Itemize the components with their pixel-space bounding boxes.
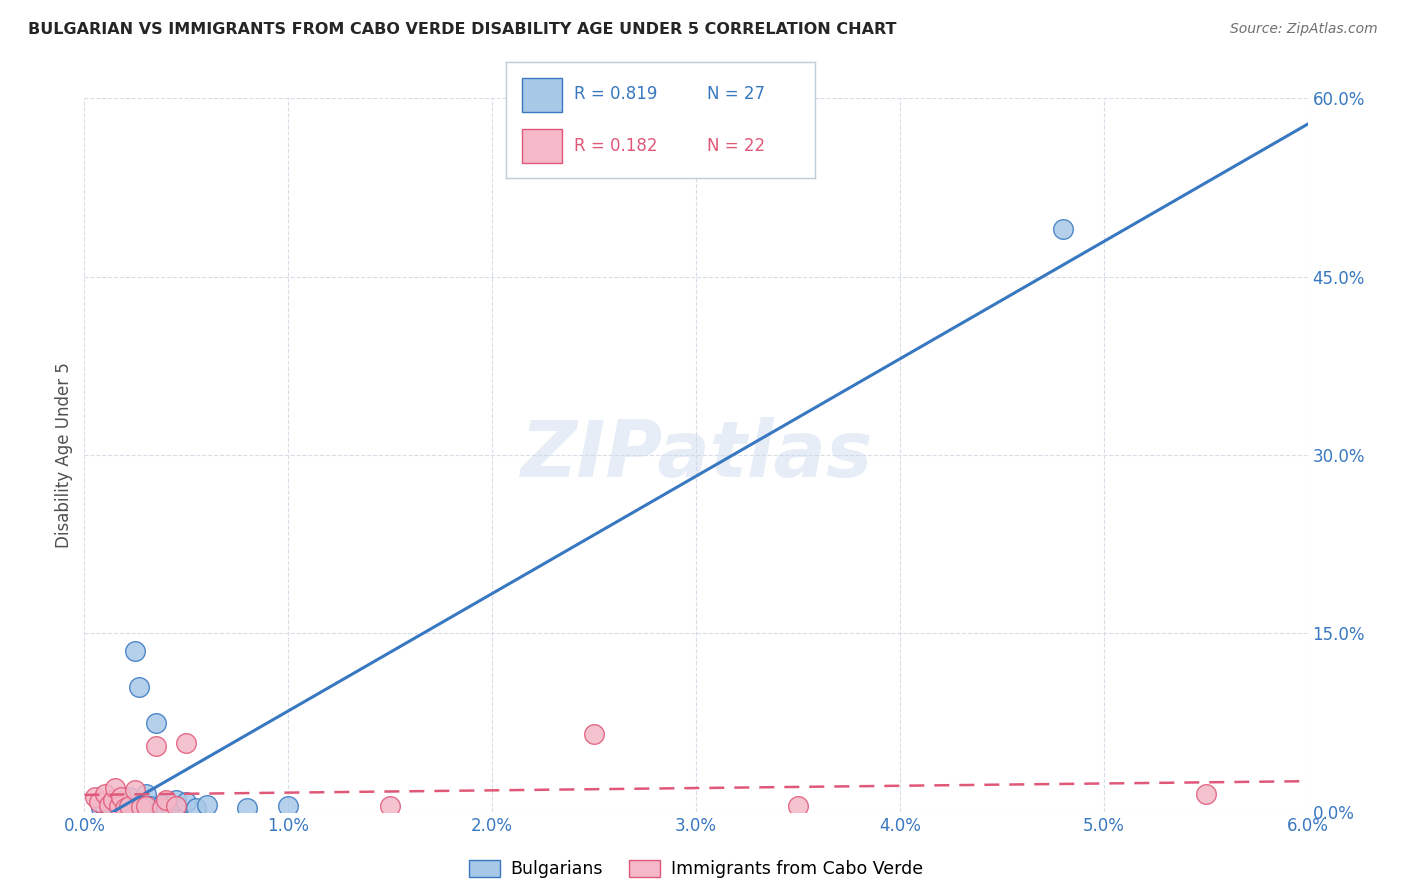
Point [114, 801, 136, 815]
Point [128, 680, 150, 694]
Point [97, 797, 120, 812]
Point [787, 798, 810, 813]
Text: N = 27: N = 27 [707, 85, 765, 103]
Point [195, 797, 218, 812]
Point [145, 715, 167, 730]
Point [118, 790, 141, 805]
Point [101, 793, 124, 807]
Point [124, 644, 146, 658]
Text: N = 22: N = 22 [707, 137, 765, 155]
Point [110, 790, 132, 805]
Point [1052, 222, 1074, 236]
Point [104, 780, 127, 795]
Point [114, 797, 136, 812]
Point [155, 801, 177, 815]
Point [83, 790, 105, 805]
Point [165, 798, 187, 813]
Point [155, 793, 177, 807]
Y-axis label: Disability Age Under 5: Disability Age Under 5 [55, 362, 73, 548]
Point [277, 798, 299, 813]
Point [582, 727, 605, 741]
Point [174, 736, 197, 750]
Text: R = 0.182: R = 0.182 [574, 137, 658, 155]
Point [135, 787, 157, 801]
Point [124, 783, 146, 797]
Point [112, 793, 135, 807]
Point [101, 801, 124, 815]
Point [150, 801, 173, 815]
Point [87, 795, 110, 809]
Point [186, 801, 208, 815]
Text: BULGARIAN VS IMMIGRANTS FROM CABO VERDE DISABILITY AGE UNDER 5 CORRELATION CHART: BULGARIAN VS IMMIGRANTS FROM CABO VERDE … [28, 22, 897, 37]
Point [150, 797, 173, 812]
Point [97, 798, 120, 813]
Point [138, 798, 160, 813]
Point [93, 787, 115, 801]
Point [174, 795, 197, 809]
FancyBboxPatch shape [522, 78, 562, 112]
Point [165, 793, 187, 807]
Point [1195, 787, 1218, 801]
Point [159, 798, 181, 813]
Point [110, 795, 132, 809]
Point [93, 800, 115, 814]
Legend: Bulgarians, Immigrants from Cabo Verde: Bulgarians, Immigrants from Cabo Verde [463, 853, 929, 885]
Text: R = 0.819: R = 0.819 [574, 85, 658, 103]
Point [145, 739, 167, 754]
Point [131, 800, 153, 814]
FancyBboxPatch shape [522, 128, 562, 163]
Point [120, 800, 142, 814]
Point [108, 798, 131, 813]
Point [118, 798, 141, 813]
Text: ZIPatlas: ZIPatlas [520, 417, 872, 493]
Point [105, 798, 128, 813]
Point [380, 798, 402, 813]
Point [135, 798, 157, 813]
Point [115, 795, 138, 809]
Text: Source: ZipAtlas.com: Source: ZipAtlas.com [1230, 22, 1378, 37]
Point [236, 801, 259, 815]
Point [108, 801, 131, 815]
Point [90, 801, 112, 815]
